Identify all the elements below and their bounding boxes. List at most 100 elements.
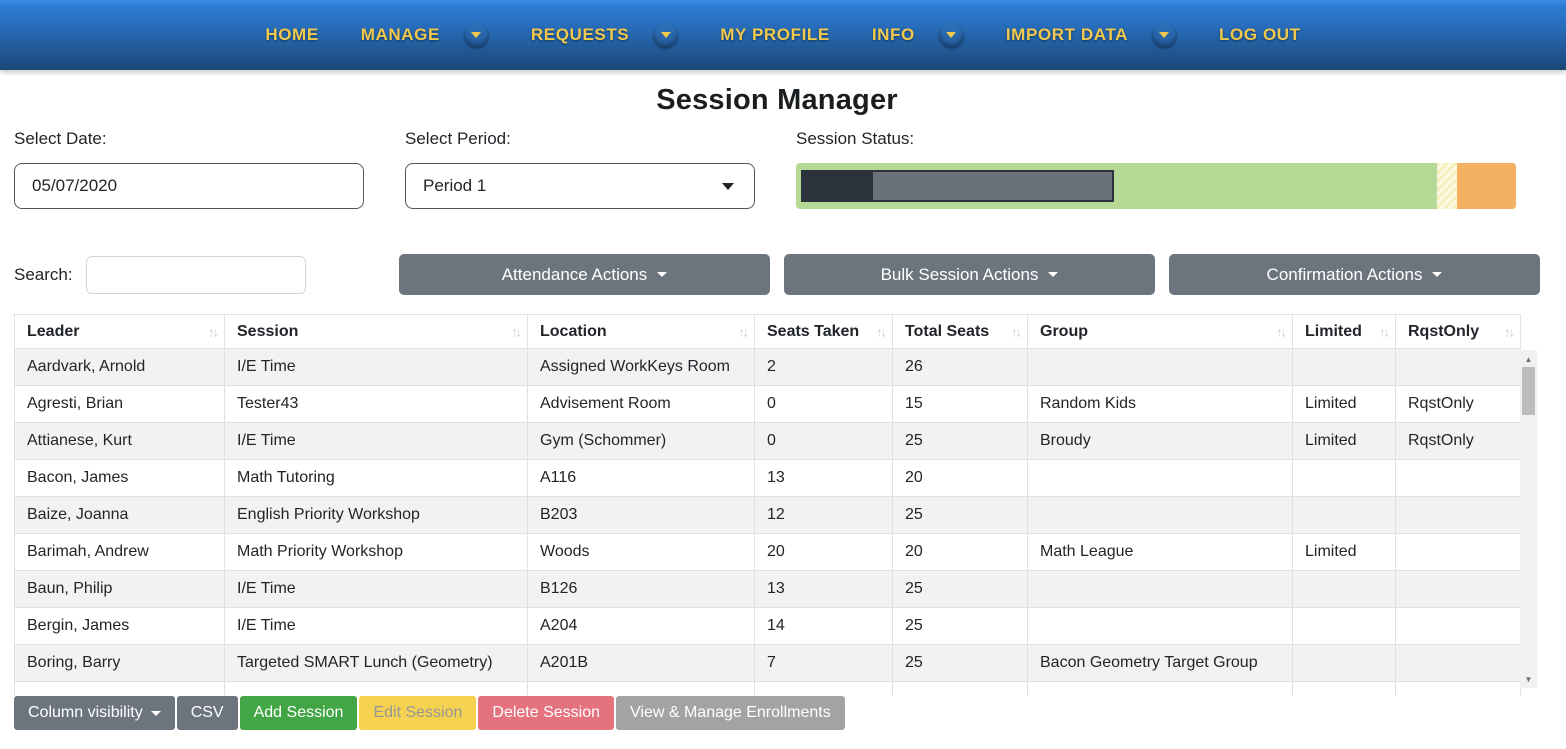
table-header-row: Leader ↑↓ Session ↑↓ Location ↑↓ Seats Taken ↑↓… xyxy=(14,314,1521,349)
nav-item-requests[interactable]: REQUESTS xyxy=(530,22,679,48)
chevron-down-icon xyxy=(722,182,734,190)
column-header-session[interactable]: Session ↑↓ xyxy=(224,314,528,349)
table-cell: Gym (Schommer) xyxy=(527,422,755,460)
sort-icon[interactable]: ↑↓ xyxy=(876,324,887,339)
nav-dropdown-toggle-import-data[interactable] xyxy=(1151,22,1177,48)
sort-icon[interactable]: ↑↓ xyxy=(1504,324,1515,339)
table-cell xyxy=(1292,681,1396,696)
sort-icon[interactable]: ↑↓ xyxy=(511,324,522,339)
view-manage-enrollments-button[interactable]: View & Manage Enrollments xyxy=(616,696,845,730)
nav-link-label[interactable]: MANAGE xyxy=(360,25,440,44)
search-input[interactable] xyxy=(85,255,306,294)
table-row[interactable]: Bergin, James I/E Time A204 14 25 xyxy=(14,607,1521,645)
table-cell: I/E Time xyxy=(224,348,528,386)
bulk-session-actions-button[interactable]: Bulk Session Actions xyxy=(784,254,1155,295)
table-head: Leader ↑↓ Session ↑↓ Location ↑↓ Seats Taken ↑↓… xyxy=(14,314,1521,349)
nav-item-home[interactable]: HOME xyxy=(265,25,318,45)
table-cell: Limited xyxy=(1292,533,1396,571)
table-cell: 20 xyxy=(892,459,1028,497)
table-cell: Aardvark, Arnold xyxy=(14,348,225,386)
column-header-label: Seats Taken xyxy=(767,322,860,340)
table-cell: Random Kids xyxy=(1027,385,1293,423)
scrollbar-down-arrow-icon[interactable]: ▼ xyxy=(1524,674,1533,684)
table-row[interactable]: Boring, Barry Targeted SMART Lunch (Geome… xyxy=(14,644,1521,682)
column-header-leader[interactable]: Leader ↑↓ xyxy=(14,314,225,349)
table-cell xyxy=(1027,681,1293,696)
table-cell: 20 xyxy=(892,533,1028,571)
nav-item-manage[interactable]: MANAGE xyxy=(360,22,489,48)
table-cell: Math Tutoring xyxy=(224,459,528,497)
caret-down-icon xyxy=(471,32,482,38)
edit-session-button[interactable]: Edit Session xyxy=(359,696,477,730)
status-inner-bar xyxy=(801,170,1115,202)
sort-icon[interactable]: ↑↓ xyxy=(1276,324,1287,339)
scrollbar-thumb[interactable] xyxy=(1522,367,1535,415)
date-input[interactable] xyxy=(14,163,364,209)
nav-link-label[interactable]: IMPORT DATA xyxy=(1005,25,1128,44)
column-header-label: Leader xyxy=(27,322,80,340)
nav-item-import-data[interactable]: IMPORT DATA xyxy=(1005,22,1177,48)
table-cell: 25 xyxy=(892,607,1028,645)
table-cell: Math Priority Workshop xyxy=(224,533,528,571)
sessions-table-container: Leader ↑↓ Session ↑↓ Location ↑↓ Seats Taken ↑↓… xyxy=(14,314,1540,696)
column-header-limited[interactable]: Limited ↑↓ xyxy=(1292,314,1396,349)
table-cell: A116 xyxy=(527,459,755,497)
add-session-button[interactable]: Add Session xyxy=(239,696,358,730)
period-select[interactable]: Period 1 xyxy=(405,163,755,209)
table-cell xyxy=(1292,348,1396,386)
column-visibility-button[interactable]: Column visibility xyxy=(14,696,175,730)
table-row[interactable]: Baize, Joanna English Priority Workshop B2… xyxy=(14,496,1521,534)
top-navbar: HOME MANAGE REQUESTS MY PROFILE INFO IMPORT D… xyxy=(0,0,1566,70)
nav-link-label[interactable]: HOME xyxy=(265,25,319,44)
nav-item-my-profile[interactable]: MY PROFILE xyxy=(720,25,830,45)
table-row[interactable]: Baun, Philip I/E Time B126 13 25 xyxy=(14,570,1521,608)
column-header-total-seats[interactable]: Total Seats ↑↓ xyxy=(892,314,1028,349)
column-header-rqstonly[interactable]: RqstOnly ↑↓ xyxy=(1395,314,1521,349)
attendance-actions-button[interactable]: Attendance Actions xyxy=(399,254,770,295)
nav-link-label[interactable]: LOG OUT xyxy=(1218,25,1301,44)
caret-down-icon xyxy=(150,710,161,716)
vertical-scrollbar[interactable]: ▲ ▼ xyxy=(1520,350,1537,688)
confirmation-actions-button[interactable]: Confirmation Actions xyxy=(1169,254,1540,295)
table-cell xyxy=(1027,348,1293,386)
table-cell xyxy=(224,681,528,696)
sort-icon[interactable]: ↑↓ xyxy=(738,324,749,339)
table-row[interactable]: Bacon, James Math Tutoring A116 13 20 xyxy=(14,459,1521,497)
column-header-seats-taken[interactable]: Seats Taken ↑↓ xyxy=(754,314,893,349)
caret-down-icon xyxy=(1432,272,1443,277)
action-button-group: Attendance Actions Bulk Session Actions Co… xyxy=(399,254,1540,295)
csv-button[interactable]: CSV xyxy=(176,696,238,730)
table-cell: 25 xyxy=(892,422,1028,460)
table-cell: 13 xyxy=(754,570,893,608)
table-cell: 0 xyxy=(754,422,893,460)
table-cell: 2 xyxy=(754,348,893,386)
nav-dropdown-toggle-requests[interactable] xyxy=(653,22,679,48)
status-limited-segment xyxy=(1436,163,1457,209)
nav-link-label[interactable]: MY PROFILE xyxy=(720,25,830,44)
table-cell xyxy=(1292,459,1396,497)
nav-dropdown-toggle-info[interactable] xyxy=(938,22,964,48)
nav-item-info[interactable]: INFO xyxy=(871,22,964,48)
table-cell: Barimah, Andrew xyxy=(14,533,225,571)
nav-dropdown-toggle-manage[interactable] xyxy=(463,22,489,48)
table-row[interactable]: Aardvark, Arnold I/E Time Assigned WorkKey… xyxy=(14,348,1521,386)
delete-session-button[interactable]: Delete Session xyxy=(478,696,615,730)
table-cell: Limited xyxy=(1292,385,1396,423)
nav-item-log-out[interactable]: LOG OUT xyxy=(1219,25,1301,45)
table-row[interactable]: Barimah, Andrew Math Priority Workshop Woo… xyxy=(14,533,1521,571)
sort-icon[interactable]: ↑↓ xyxy=(208,324,219,339)
table-cell xyxy=(527,681,755,696)
scrollbar-up-arrow-icon[interactable]: ▲ xyxy=(1524,354,1533,364)
column-header-location[interactable]: Location ↑↓ xyxy=(527,314,755,349)
caret-down-icon xyxy=(657,272,668,277)
table-row[interactable]: Attianese, Kurt I/E Time Gym (Schommer) 0 25… xyxy=(14,422,1521,460)
table-row-partial[interactable] xyxy=(14,681,1521,696)
table-cell: 20 xyxy=(754,533,893,571)
nav-link-label[interactable]: INFO xyxy=(871,25,915,44)
sort-icon[interactable]: ↑↓ xyxy=(1011,324,1022,339)
table-row[interactable]: Agresti, Brian Tester43 Advisement Room 0 15… xyxy=(14,385,1521,423)
nav-link-label[interactable]: REQUESTS xyxy=(530,25,630,44)
sort-icon[interactable]: ↑↓ xyxy=(1379,324,1390,339)
table-cell: 12 xyxy=(754,496,893,534)
column-header-group[interactable]: Group ↑↓ xyxy=(1027,314,1293,349)
